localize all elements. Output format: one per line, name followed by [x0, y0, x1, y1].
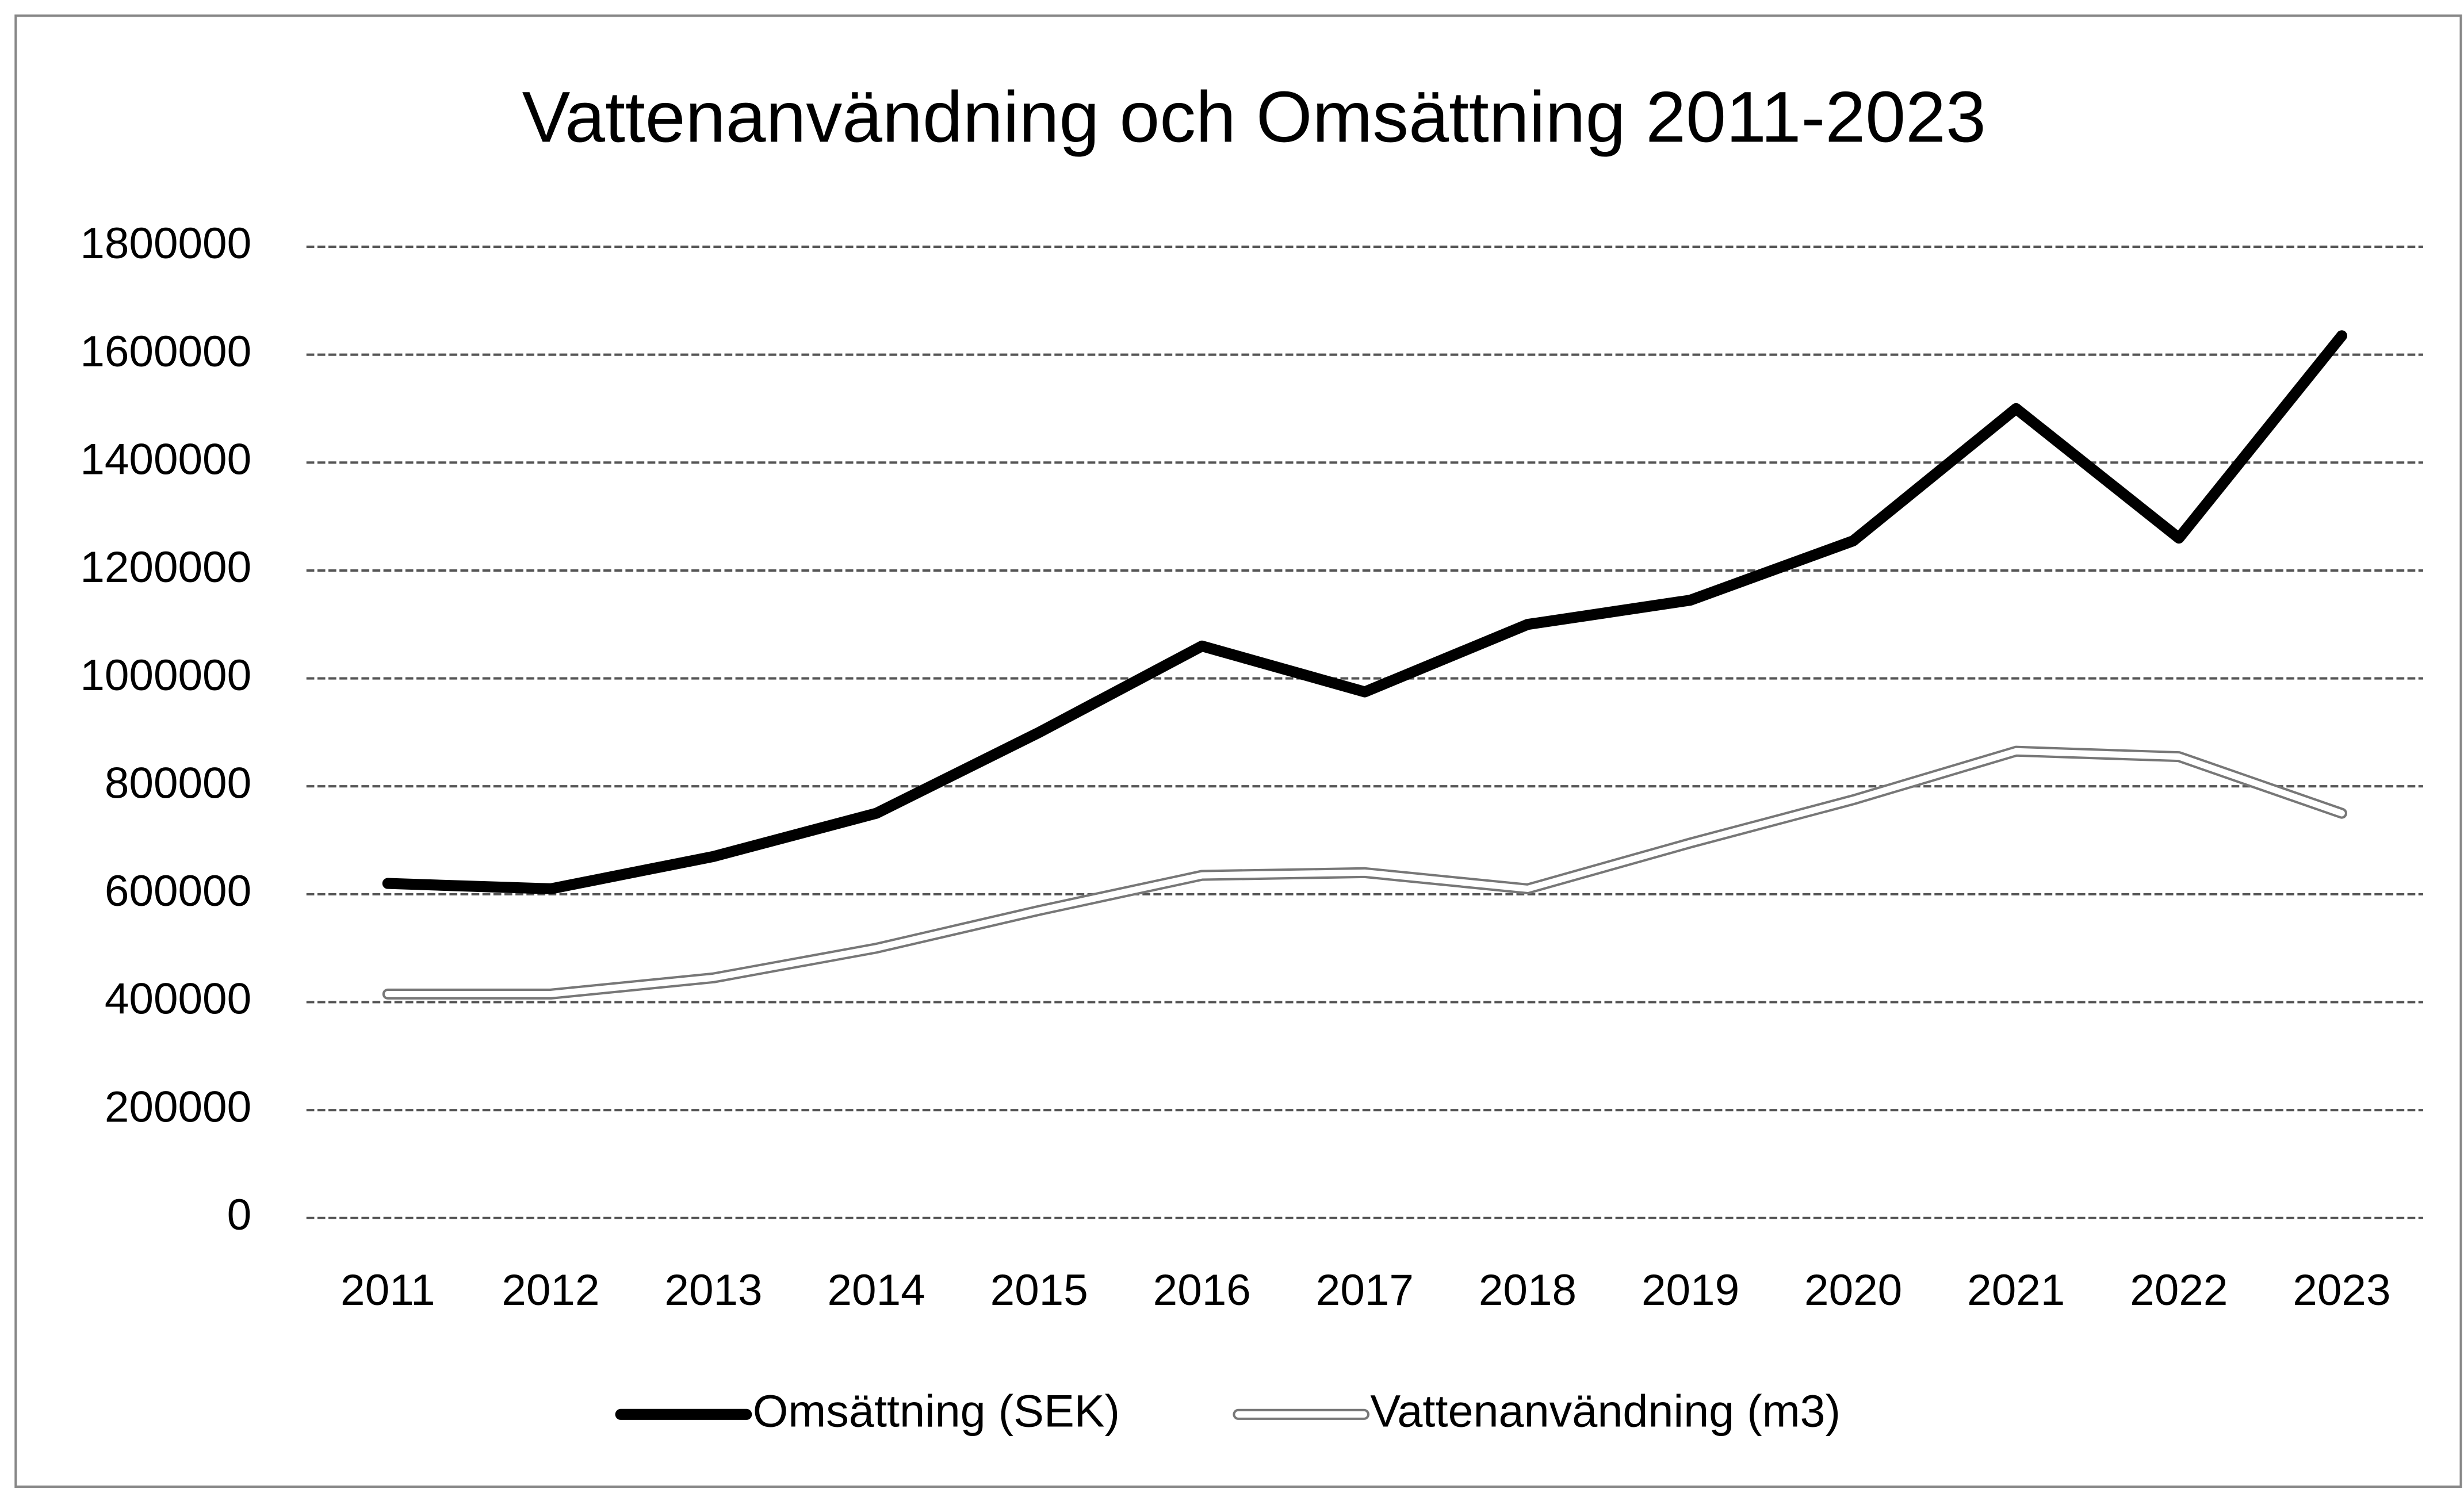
y-tick-label: 1400000 [80, 435, 251, 484]
x-tick-label: 2018 [1479, 1266, 1577, 1315]
y-tick-label: 1800000 [80, 219, 251, 268]
x-tick-label: 2023 [2293, 1266, 2390, 1315]
line [382, 330, 2347, 895]
chart-title: Vattenanvändning och Omsättning 2011-202… [522, 76, 1986, 157]
y-tick-label: 200000 [105, 1082, 251, 1131]
x-tick-label: 2019 [1642, 1266, 1739, 1315]
y-tick-label: 1600000 [80, 327, 251, 376]
y-tick-label: 1000000 [80, 651, 251, 700]
x-tick-label: 2017 [1316, 1266, 1414, 1315]
x-tick-label: 2022 [2130, 1266, 2228, 1315]
y-tick-label: 800000 [105, 759, 251, 807]
x-tick-label: 2011 [340, 1266, 435, 1315]
x-tick-label: 2021 [1967, 1266, 2065, 1315]
legend-label: Omsättning (SEK) [753, 1385, 1120, 1436]
x-tick-label: 2020 [1804, 1266, 1902, 1315]
x-tick-label: 2016 [1153, 1266, 1251, 1315]
y-tick-label: 0 [227, 1190, 252, 1239]
y-tick-label: 600000 [105, 867, 251, 916]
x-tick-label: 2013 [664, 1266, 762, 1315]
y-tick-label: 1200000 [80, 543, 251, 592]
legend-label: Vattenanvändning (m3) [1370, 1385, 1841, 1436]
x-tick-label: 2012 [502, 1266, 599, 1315]
x-tick-label: 2015 [990, 1266, 1088, 1315]
y-tick-label: 400000 [105, 975, 251, 1024]
x-tick-label: 2014 [828, 1266, 925, 1315]
line [384, 748, 2345, 997]
